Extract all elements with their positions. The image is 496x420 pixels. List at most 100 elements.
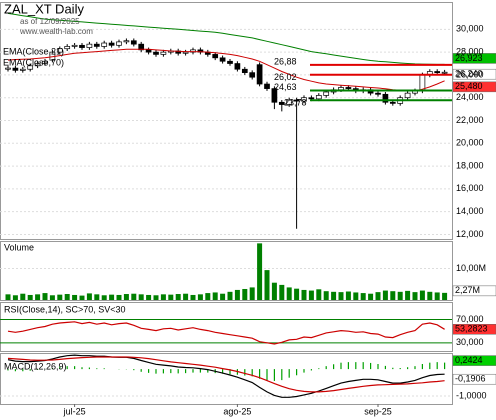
volume-bar: [212, 292, 218, 300]
last-value-box: [452, 324, 496, 335]
volume-bar: [308, 290, 314, 300]
last-value-box: [452, 285, 496, 297]
panel-frame: [0, 241, 453, 301]
volume-bar: [294, 288, 300, 300]
candle-body: [79, 44, 85, 48]
last-value-label: -0,1906: [455, 374, 486, 384]
level-label: 26,88: [274, 56, 297, 66]
volume-bar: [27, 294, 33, 300]
ema-line: [7, 12, 445, 65]
volume-bar: [116, 294, 122, 300]
volume-bar: [49, 295, 55, 300]
volume-bar: [123, 294, 129, 300]
y-tick-label: 18,000: [456, 160, 484, 170]
ema-line: [7, 48, 445, 92]
volume-bar: [64, 294, 70, 300]
volume-bar: [146, 294, 152, 300]
y-tick-label: 10,00M: [456, 263, 486, 273]
volume-bar: [131, 293, 137, 300]
last-value-box: [452, 355, 496, 366]
candle-body: [404, 92, 411, 99]
volume-bar: [94, 294, 100, 300]
y-tick-label: 26,000: [456, 69, 484, 79]
candle-body: [256, 64, 263, 85]
candle-body: [345, 87, 352, 89]
x-tick-label: sep-25: [364, 406, 392, 416]
candle-body: [308, 97, 315, 100]
candle-body: [293, 99, 300, 102]
volume-bar: [183, 293, 189, 300]
volume-bar: [205, 293, 211, 300]
candle-body: [64, 46, 71, 50]
volume-bar: [412, 292, 418, 300]
panel-title: Volume: [4, 242, 34, 252]
last-value-box: [452, 53, 496, 64]
y-tick-label: 14,000: [456, 206, 484, 216]
last-value-box: [452, 68, 496, 80]
candle-body: [389, 101, 396, 104]
candle-body: [5, 67, 11, 70]
last-value-label: 2,27M: [455, 285, 480, 295]
panel-frame: [0, 353, 453, 405]
volume-bar: [5, 294, 11, 300]
candle-body: [182, 51, 189, 54]
source: www.wealth-lab.com: [19, 27, 93, 36]
candle-body: [93, 43, 100, 47]
volume-bar: [109, 294, 115, 300]
candle-body: [434, 71, 441, 73]
volume-bar: [242, 288, 248, 300]
volume-bar: [197, 294, 203, 300]
volume-bar: [286, 287, 292, 300]
candle-body: [301, 97, 307, 102]
y-tick-label: 30,000: [456, 337, 484, 347]
volume-bar: [86, 293, 92, 300]
last-value-box: [452, 81, 496, 93]
legend-entry: EMA(Close,70): [3, 57, 64, 67]
volume-bar: [57, 294, 63, 300]
candle-body: [145, 49, 152, 53]
volume-bar: [264, 270, 270, 300]
candle-body: [227, 60, 233, 64]
volume-bar: [434, 292, 440, 300]
y-tick-label: 12,000: [456, 229, 484, 239]
candle-body: [123, 40, 130, 43]
volume-bar: [368, 293, 374, 300]
candle-body: [108, 42, 115, 46]
candle-body: [190, 49, 196, 53]
candle-body: [219, 57, 226, 62]
legend-entry: EMA(Close,21): [3, 46, 64, 56]
candle-body: [212, 54, 219, 59]
candle-body: [382, 93, 389, 103]
volume-bar: [390, 291, 396, 300]
y-tick-label: 20,000: [456, 138, 484, 148]
candle-body: [375, 92, 381, 95]
candle-body: [101, 42, 108, 47]
volume-bar: [323, 291, 329, 300]
y-tick-label: 70,000: [456, 314, 484, 324]
candle-body: [42, 60, 48, 64]
last-value-label: 26,923: [455, 53, 483, 63]
candle-body: [286, 99, 293, 105]
candle-body: [19, 68, 26, 71]
volume-bar: [442, 292, 448, 300]
volume-bar: [301, 289, 307, 300]
panel-frame: [0, 302, 453, 352]
candle-body: [241, 68, 248, 73]
candle-body: [27, 65, 34, 70]
last-value-label: 53,2823: [455, 324, 488, 334]
volume-bar: [79, 295, 85, 300]
volume-bar: [220, 293, 226, 300]
volume-bar: [72, 294, 78, 300]
x-tick-label: ago-25: [223, 406, 251, 416]
candle-body: [71, 44, 78, 47]
volume-bar: [331, 291, 337, 300]
volume-bar: [101, 295, 107, 300]
volume-bar: [160, 294, 166, 300]
last-value-label: 26,240: [455, 69, 483, 79]
volume-bar: [190, 294, 196, 300]
volume-bar: [20, 293, 26, 300]
candle-body: [56, 48, 63, 53]
candle-body: [138, 43, 145, 51]
